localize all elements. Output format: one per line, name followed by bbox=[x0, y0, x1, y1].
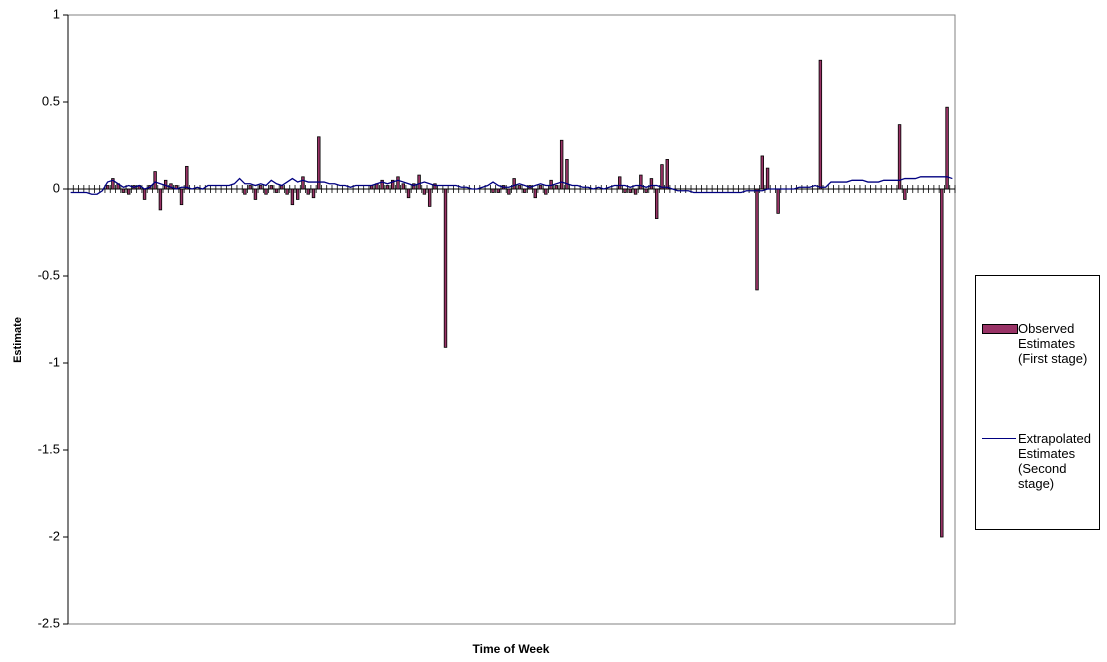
bar bbox=[507, 188, 511, 195]
bar bbox=[660, 164, 664, 190]
bar bbox=[121, 188, 126, 193]
bar bbox=[290, 188, 295, 206]
bar bbox=[158, 188, 163, 211]
bar bbox=[179, 188, 184, 206]
bar bbox=[903, 188, 907, 200]
y-tick-label: -2 bbox=[48, 528, 60, 543]
bar bbox=[940, 188, 944, 538]
bar bbox=[559, 139, 564, 190]
bar bbox=[396, 176, 400, 190]
bar bbox=[401, 183, 405, 190]
bar bbox=[496, 188, 501, 193]
bar bbox=[269, 185, 273, 190]
bar bbox=[443, 188, 448, 348]
bar bbox=[248, 185, 252, 190]
y-axis-title: Estimate bbox=[12, 317, 24, 363]
bar bbox=[618, 176, 622, 190]
bar bbox=[628, 188, 632, 193]
bar bbox=[306, 188, 310, 195]
bar bbox=[623, 188, 627, 193]
legend-label: Extrapolated Estimates (Second stage) bbox=[1018, 431, 1091, 491]
bar bbox=[433, 183, 437, 190]
bar bbox=[776, 188, 780, 214]
bar bbox=[380, 179, 384, 190]
bar bbox=[385, 185, 390, 190]
y-tick-label: -2.5 bbox=[38, 615, 60, 630]
x-axis-title: Time of Week bbox=[473, 642, 550, 656]
bar bbox=[565, 159, 569, 190]
legend-key bbox=[982, 438, 1016, 439]
legend-label: Observed Estimates (First stage) bbox=[1018, 321, 1088, 366]
bar bbox=[111, 178, 115, 190]
bar bbox=[253, 188, 258, 200]
bar bbox=[654, 188, 659, 219]
bar bbox=[264, 188, 268, 195]
bar bbox=[760, 155, 764, 190]
bar bbox=[185, 165, 189, 190]
y-tick-label: 0.5 bbox=[42, 93, 60, 108]
bar bbox=[517, 185, 522, 190]
bar bbox=[317, 136, 321, 190]
legend-key bbox=[982, 324, 1018, 334]
bar bbox=[554, 185, 559, 190]
bar bbox=[417, 174, 421, 190]
bar bbox=[427, 188, 432, 207]
bar bbox=[274, 188, 279, 193]
bar bbox=[243, 188, 247, 195]
bar bbox=[522, 188, 527, 193]
bar bbox=[142, 188, 147, 200]
bar bbox=[412, 183, 416, 190]
bar bbox=[765, 167, 770, 190]
legend: Observed Estimates (First stage) Extrapo… bbox=[975, 275, 1100, 530]
bar bbox=[391, 179, 395, 190]
bar bbox=[105, 185, 110, 190]
bar bbox=[127, 188, 131, 195]
bar bbox=[544, 188, 548, 195]
y-tick-label: -0.5 bbox=[38, 267, 60, 282]
plot-area bbox=[67, 14, 956, 625]
bar bbox=[649, 178, 654, 190]
bar bbox=[153, 171, 157, 190]
bar bbox=[945, 106, 949, 190]
y-tick-label: 1 bbox=[53, 6, 60, 21]
bar bbox=[818, 59, 823, 190]
y-tick-label: -1 bbox=[48, 354, 60, 369]
y-tick-label: 0 bbox=[53, 180, 60, 195]
bar bbox=[301, 176, 305, 190]
bar bbox=[538, 185, 543, 190]
bar bbox=[665, 159, 669, 190]
bar bbox=[533, 188, 537, 199]
bar bbox=[897, 124, 902, 190]
y-tick-label: -1.5 bbox=[38, 441, 60, 456]
bar bbox=[633, 188, 638, 195]
bar bbox=[422, 188, 427, 195]
bar bbox=[406, 188, 411, 199]
bar bbox=[259, 185, 263, 190]
bar bbox=[285, 188, 289, 195]
bar bbox=[311, 188, 316, 199]
bar bbox=[512, 178, 516, 190]
bar bbox=[491, 188, 495, 193]
bar bbox=[755, 188, 759, 291]
bar bbox=[639, 174, 643, 190]
line bbox=[70, 176, 953, 195]
bar bbox=[644, 188, 648, 193]
bar bbox=[295, 188, 300, 200]
